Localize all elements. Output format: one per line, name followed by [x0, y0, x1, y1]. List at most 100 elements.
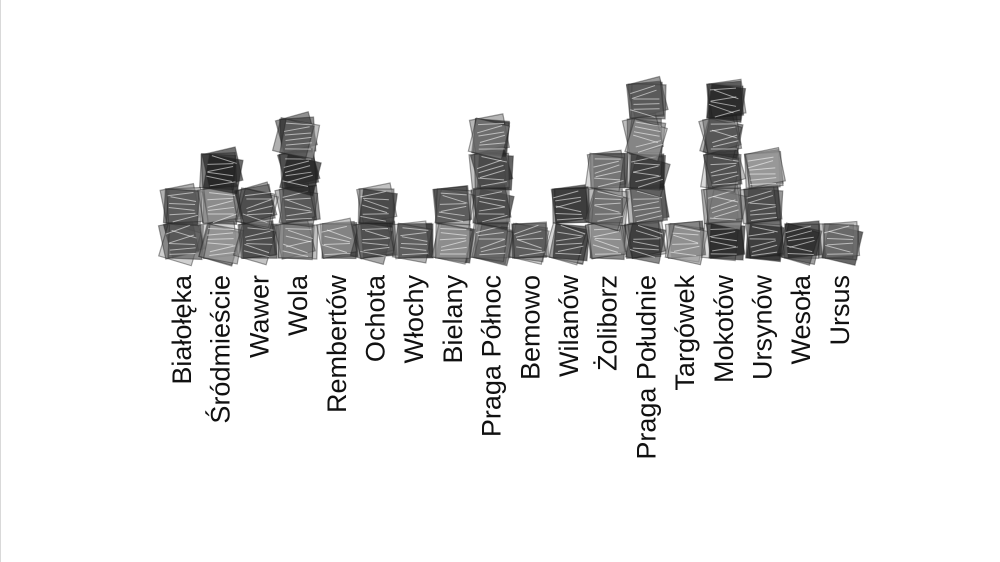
- pictogram-hatch: [477, 232, 504, 237]
- pictogram-hatch: [555, 196, 581, 202]
- pictogram-hatch: [519, 251, 546, 257]
- pictogram-hatch: [246, 243, 273, 245]
- pictogram-hatch: [710, 164, 736, 174]
- pictogram-hatch: [708, 103, 734, 114]
- pictogram-hatch: [635, 121, 662, 127]
- pictogram-hatch: [285, 228, 312, 230]
- pictogram-hatch: [672, 232, 699, 236]
- pictogram-hatch: [635, 140, 662, 148]
- category-label: Praga Południe: [631, 275, 661, 460]
- pictogram-unit: [356, 182, 398, 229]
- pictogram-hatch: [516, 239, 542, 249]
- pictogram-unit: [469, 222, 516, 267]
- pictogram-unit: [316, 217, 359, 260]
- pictogram-hatch: [168, 207, 195, 211]
- pictogram-hatch: [321, 244, 348, 253]
- pictogram-hatch: [478, 164, 504, 174]
- pictogram-hatch: [712, 140, 739, 148]
- pictogram-square: [397, 222, 434, 259]
- pictogram-square: [625, 80, 665, 120]
- pictogram-hatch: [209, 181, 236, 187]
- pictogram-hatch: [712, 156, 739, 162]
- pictogram-hatch: [710, 96, 737, 102]
- pictogram-hatch: [245, 230, 271, 238]
- pictogram-square: [784, 220, 823, 259]
- pictogram-hatch: [169, 247, 196, 251]
- pictogram-hatch: [479, 134, 506, 143]
- pictogram-hatch: [592, 244, 618, 253]
- pictogram-hatch: [283, 160, 310, 168]
- pictogram-hatch: [597, 215, 624, 222]
- pictogram-hatch: [748, 231, 775, 237]
- pictogram-unit: [745, 218, 785, 263]
- pictogram-hatch: [481, 180, 507, 187]
- pictogram-hatch: [207, 200, 233, 208]
- category-label: Śródmieście: [204, 275, 236, 424]
- pictogram-hatch: [326, 229, 352, 240]
- pictogram-hatch: [476, 159, 502, 170]
- pictogram-hatch: [555, 236, 582, 242]
- pictogram-unit: [197, 181, 244, 225]
- pictogram-hatch: [752, 226, 778, 233]
- pictogram-hatch: [712, 195, 739, 203]
- pictogram-hatch: [211, 155, 237, 164]
- pictogram-hatch: [637, 178, 663, 188]
- pictogram-hatch: [594, 237, 621, 241]
- pictogram-hatch: [207, 197, 234, 201]
- pictogram-hatch: [828, 230, 855, 238]
- pictogram-hatch: [282, 180, 309, 187]
- pictogram-hatch: [321, 225, 347, 233]
- pictogram-hatch: [439, 203, 466, 205]
- pictogram-hatch: [750, 206, 776, 212]
- pictogram-hatch: [749, 167, 776, 171]
- pictogram-hatch: [594, 202, 621, 206]
- pictogram-hatch: [246, 212, 273, 216]
- pictogram-hatch: [478, 122, 505, 126]
- pictogram-unit: [739, 184, 784, 226]
- pictogram-unit: [232, 220, 278, 266]
- pictogram-square: [316, 217, 358, 260]
- pictogram-hatch: [555, 252, 582, 256]
- pictogram-hatch: [479, 206, 505, 212]
- category-label: Wilanów: [554, 275, 584, 378]
- pictogram-hatch: [246, 199, 272, 210]
- pictogram-unit: [271, 111, 321, 160]
- pictogram-hatch: [286, 211, 313, 217]
- pictogram-hatch: [439, 237, 466, 241]
- pictogram-hatch: [171, 230, 197, 239]
- pictogram-hatch: [440, 246, 467, 251]
- pictogram-square: [744, 146, 787, 189]
- pictogram-hatch: [284, 165, 311, 174]
- pictogram-hatch: [633, 201, 659, 208]
- pictogram-hatch: [323, 242, 350, 246]
- pictogram-hatch: [207, 163, 234, 165]
- pictogram-hatch: [710, 228, 737, 230]
- category-label: Ursus: [825, 275, 855, 346]
- pictogram-hatch: [711, 182, 738, 186]
- pictogram-hatch: [480, 245, 507, 253]
- pictogram-hatch: [555, 205, 582, 213]
- pictogram-hatch: [710, 162, 737, 166]
- pictogram-unit: [543, 222, 591, 266]
- pictogram-hatch: [633, 131, 660, 137]
- pictogram-hatch: [207, 165, 234, 173]
- pictogram-hatch: [285, 136, 312, 142]
- pictogram-hatch: [477, 125, 503, 134]
- pictogram-hatch: [825, 244, 851, 253]
- pictogram-hatch: [207, 232, 234, 236]
- pictogram-hatch: [750, 212, 777, 216]
- pictogram-hatch: [673, 245, 700, 252]
- category-label: Rembertów: [322, 275, 352, 414]
- pictogram-hatch: [750, 240, 776, 248]
- pictogram-hatch: [400, 231, 427, 237]
- pictogram-hatch: [636, 215, 663, 223]
- pictogram-hatch: [440, 232, 467, 236]
- pictogram-hatch: [557, 245, 584, 253]
- pictogram-hatch: [747, 160, 774, 169]
- category-label: Wola: [283, 274, 313, 336]
- pictogram-hatch: [713, 209, 739, 218]
- pictogram-hatch: [632, 247, 659, 251]
- pictogram-hatch: [673, 234, 699, 244]
